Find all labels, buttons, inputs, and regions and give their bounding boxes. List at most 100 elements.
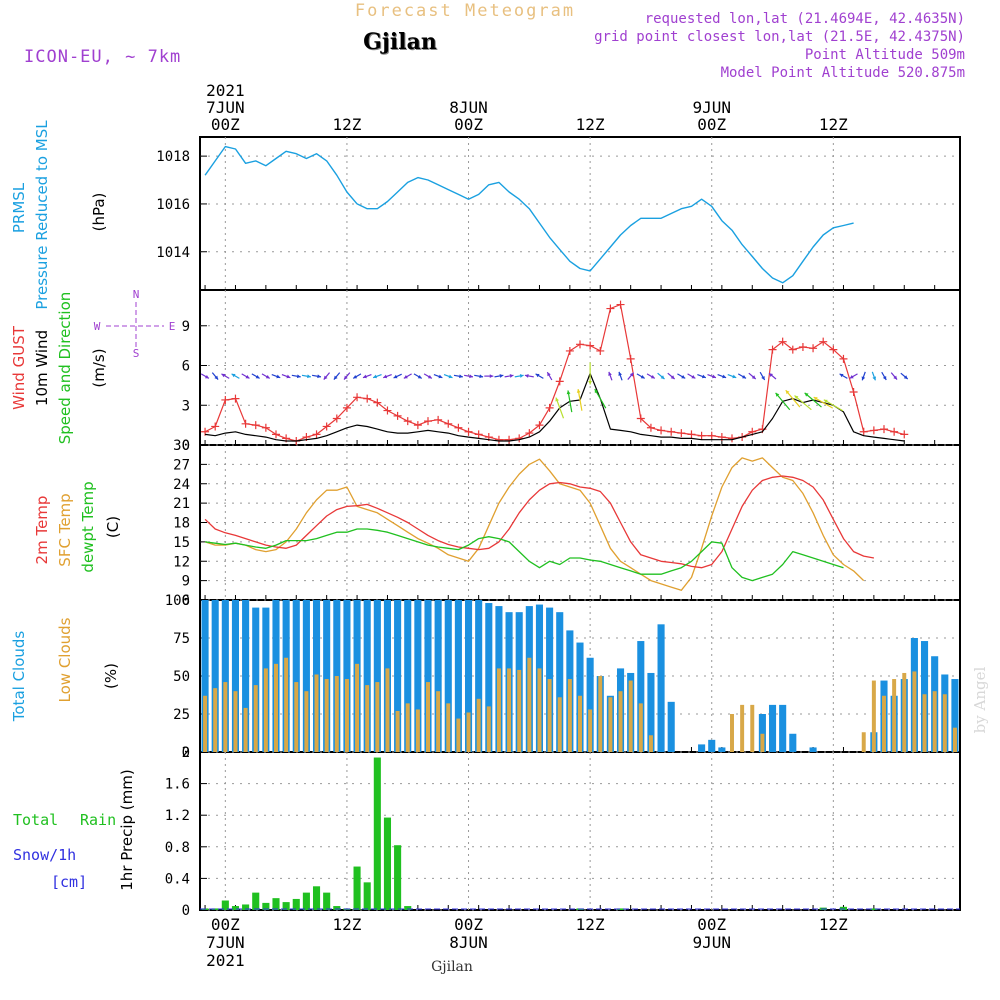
wind-arrow-head — [701, 374, 706, 379]
low-cloud-bar — [628, 680, 633, 752]
wind-arrow-head — [588, 380, 593, 385]
low-cloud-bar — [648, 735, 653, 752]
gust-marker — [636, 414, 645, 423]
t2m-line — [204, 475, 875, 569]
low-cloud-bar — [456, 718, 461, 752]
low-cloud-bar — [932, 691, 937, 752]
total-cloud-bar — [556, 612, 564, 752]
pressure-ytick-label: 1018 — [156, 149, 190, 165]
rain-bar — [282, 902, 290, 910]
low-cloud-bar — [476, 698, 481, 752]
low-cloud-bar — [861, 732, 866, 752]
gust-marker — [576, 340, 584, 349]
gust-marker — [646, 423, 655, 432]
total-cloud-bar — [647, 672, 655, 752]
gust-marker — [424, 417, 432, 426]
low-cloud-bar — [466, 712, 471, 752]
wind-chart — [200, 300, 909, 446]
total-cloud-bar — [211, 600, 219, 752]
total-cloud-bar — [475, 600, 483, 752]
gust-marker — [586, 341, 595, 350]
wind-arrow-head — [509, 374, 514, 378]
gust-marker — [525, 429, 534, 438]
wind-arrow-head — [618, 371, 622, 376]
gust-marker — [454, 423, 463, 432]
wind-arrow-head — [872, 376, 877, 381]
wind-arrow-head — [255, 374, 260, 379]
total-cloud-bar — [343, 600, 351, 752]
gust-marker — [342, 403, 351, 412]
gust-marker — [413, 421, 422, 430]
precip-chart — [200, 757, 960, 910]
rain-bar — [312, 886, 321, 910]
wind-arrow-head — [479, 374, 484, 379]
total-cloud-bar — [201, 600, 209, 752]
wind-arrow-head — [221, 373, 226, 378]
temp-side-labels: 2m Temp SFC Temp dewpt Temp (C) — [33, 481, 122, 572]
wind-side-labels: Wind GUST 10m Wind Speed and Direction (… — [10, 288, 175, 444]
total-cloud-bar — [434, 600, 442, 752]
gust-marker — [332, 414, 341, 423]
gust-marker — [829, 345, 838, 354]
wind-arrow-head — [333, 375, 338, 380]
gust-marker — [272, 430, 280, 439]
wind-ytick-label: 0 — [182, 438, 190, 454]
precip-label-cm: [cm] — [51, 873, 87, 891]
gust-marker — [403, 417, 412, 426]
total-cloud-bar — [718, 747, 726, 752]
gust-marker — [434, 415, 443, 424]
wind-arrow-head — [344, 375, 348, 380]
precip-ytick-label: 1.2 — [165, 808, 190, 824]
rain-bar — [262, 902, 270, 910]
clouds-ytick-label: 0 — [182, 745, 190, 761]
wind-arrow-head — [893, 375, 898, 380]
wind-arrow-head — [317, 374, 321, 379]
total-cloud-bar — [292, 600, 300, 752]
model-altitude: Model Point Altitude 520.875m — [721, 65, 965, 81]
gust-marker — [363, 394, 372, 403]
total-cloud-bar — [657, 624, 665, 752]
gust-marker — [535, 421, 544, 430]
wind-arrow-head — [448, 374, 453, 379]
wind-arrow-head — [804, 392, 809, 397]
low-cloud-bar — [405, 703, 410, 752]
temp-unit: (C) — [104, 516, 122, 538]
clouds-ytick-label: 50 — [173, 669, 190, 685]
wind-arrow-head — [691, 374, 696, 379]
wind-arrow-head — [362, 374, 367, 379]
gust-marker — [353, 393, 362, 402]
low-cloud-bar — [547, 679, 552, 752]
gust-marker — [900, 430, 909, 439]
wind-arrow — [567, 390, 573, 413]
gust-marker — [383, 406, 392, 415]
temperature-chart — [204, 457, 875, 591]
total-cloud-bar — [444, 600, 452, 752]
low-cloud-bar — [952, 727, 957, 752]
wind-arrow-head — [245, 374, 250, 379]
gust-marker — [515, 434, 524, 443]
temp-ytick-label: 18 — [173, 516, 190, 532]
gust-marker — [880, 425, 888, 434]
low-cloud-bar — [882, 695, 886, 752]
low-cloud-bar — [557, 697, 562, 752]
wind-arrow-head — [861, 376, 866, 381]
low-cloud-bar — [618, 691, 623, 752]
bottom-time-label: 12Z — [332, 915, 361, 934]
temp-ytick-label: 6 — [182, 593, 190, 609]
low-cloud-bar — [638, 703, 643, 752]
low-cloud-bar — [598, 676, 603, 752]
rain-bar — [353, 866, 361, 910]
wind-arrow-head — [519, 374, 524, 378]
low-cloud-bar — [567, 679, 572, 752]
wind-arrow-head — [555, 397, 559, 402]
low-cloud-bar — [223, 682, 228, 752]
low-cloud-bar — [922, 694, 927, 752]
wind-arrow-head — [231, 373, 236, 378]
gust-marker — [393, 411, 402, 420]
wind-arrow-head — [427, 374, 432, 379]
low-cloud-bar — [365, 685, 370, 752]
gust-marker — [322, 422, 331, 431]
footer-location: Gjilan — [431, 959, 473, 975]
